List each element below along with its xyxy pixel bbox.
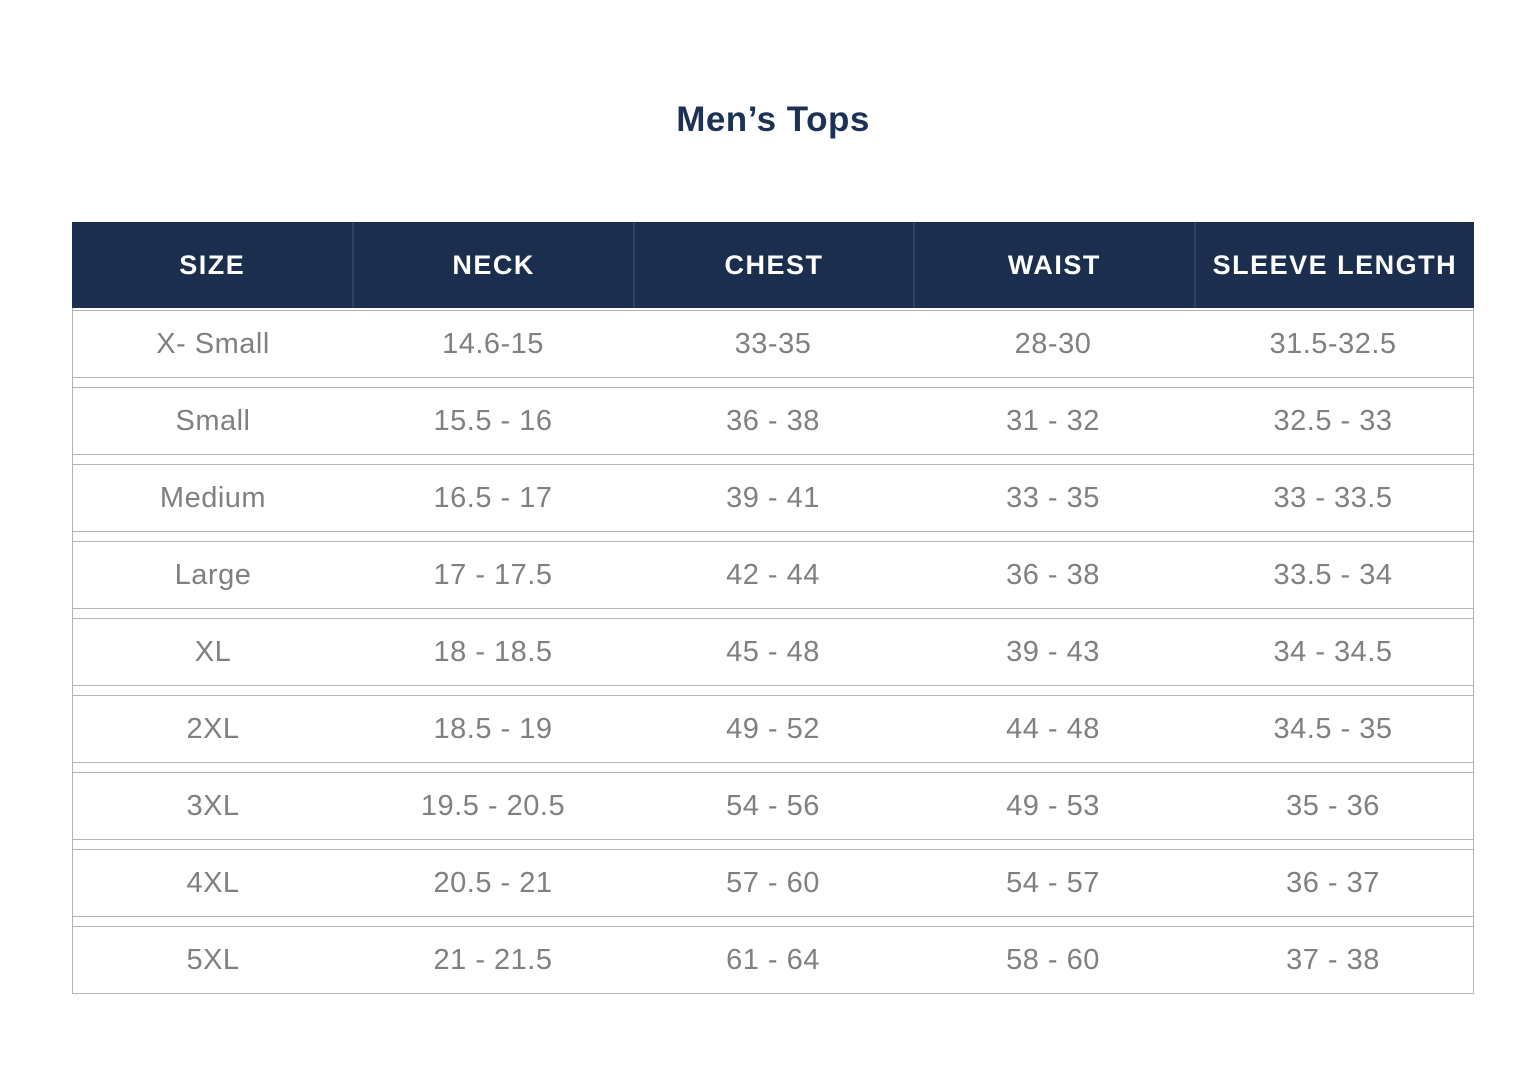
measurement-cell: 54 - 56 xyxy=(726,789,820,822)
table-row: Small 15.5 - 16 36 - 38 31 - 32 32.5 - 33 xyxy=(73,387,1473,455)
column-header-chest: CHEST xyxy=(632,222,913,308)
size-cell: 4XL xyxy=(186,866,240,899)
measurement-cell: 45 - 48 xyxy=(726,635,820,668)
table-row: X- Small 14.6-15 33-35 28-30 31.5-32.5 xyxy=(73,310,1473,378)
size-cell: Large xyxy=(174,558,252,591)
measurement-cell: 61 - 64 xyxy=(726,943,820,976)
measurement-cell: 33 - 35 xyxy=(1006,481,1100,514)
measurement-cell: 21 - 21.5 xyxy=(433,943,553,976)
column-header-size: SIZE xyxy=(179,249,246,280)
measurement-cell: 15.5 - 16 xyxy=(433,404,553,437)
measurement-cell: 36 - 38 xyxy=(1006,558,1100,591)
table-body: X- Small 14.6-15 33-35 28-30 31.5-32.5 Small 1… xyxy=(72,308,1474,994)
measurement-cell: 34 - 34.5 xyxy=(1273,635,1393,668)
table-row: 4XL 20.5 - 21 57 - 60 54 - 57 36 - 37 xyxy=(73,849,1473,917)
measurement-cell: 28-30 xyxy=(1014,327,1092,360)
measurement-cell: 33 - 33.5 xyxy=(1273,481,1393,514)
measurement-cell: 16.5 - 17 xyxy=(433,481,553,514)
table-row: Large 17 - 17.5 42 - 44 36 - 38 33.5 - 34 xyxy=(73,541,1473,609)
size-chart-table: SIZE NECK CHEST WAIST SLEEVE LENGTH X- Small… xyxy=(72,222,1474,994)
measurement-cell: 18 - 18.5 xyxy=(433,635,553,668)
column-header-neck: NECK xyxy=(352,222,632,308)
size-cell: 2XL xyxy=(186,712,240,745)
measurement-cell: 32.5 - 33 xyxy=(1273,404,1393,437)
column-header-sleeve-length: SLEEVE LENGTH xyxy=(1193,222,1474,308)
size-cell: Medium xyxy=(159,481,267,514)
measurement-cell: 14.6-15 xyxy=(442,327,544,360)
measurement-cell: 20.5 - 21 xyxy=(433,866,553,899)
measurement-cell: 36 - 38 xyxy=(726,404,820,437)
measurement-cell: 39 - 41 xyxy=(726,481,820,514)
table-header-row: SIZE NECK CHEST WAIST SLEEVE LENGTH xyxy=(72,222,1474,308)
table-row: 3XL 19.5 - 20.5 54 - 56 49 - 53 35 - 36 xyxy=(73,772,1473,840)
table-row: XL 18 - 18.5 45 - 48 39 - 43 34 - 34.5 xyxy=(73,618,1473,686)
size-cell: XL xyxy=(194,635,232,668)
table-row: 2XL 18.5 - 19 49 - 52 44 - 48 34.5 - 35 xyxy=(73,695,1473,763)
measurement-cell: 31.5-32.5 xyxy=(1269,327,1397,360)
measurement-cell: 34.5 - 35 xyxy=(1273,712,1393,745)
table-row: Medium 16.5 - 17 39 - 41 33 - 35 33 - 33.5 xyxy=(73,464,1473,532)
size-cell: X- Small xyxy=(156,327,270,360)
measurement-cell: 18.5 - 19 xyxy=(433,712,553,745)
measurement-cell: 37 - 38 xyxy=(1286,943,1380,976)
measurement-cell: 17 - 17.5 xyxy=(433,558,553,591)
column-header-waist: WAIST xyxy=(913,222,1193,308)
table-row: 5XL 21 - 21.5 61 - 64 58 - 60 37 - 38 xyxy=(73,926,1473,994)
measurement-cell: 31 - 32 xyxy=(1006,404,1100,437)
measurement-cell: 49 - 52 xyxy=(726,712,820,745)
measurement-cell: 42 - 44 xyxy=(726,558,820,591)
size-cell: 5XL xyxy=(186,943,240,976)
measurement-cell: 49 - 53 xyxy=(1006,789,1100,822)
page-title: Men’s Tops xyxy=(676,100,870,139)
measurement-cell: 19.5 - 20.5 xyxy=(420,789,566,822)
size-cell: Small xyxy=(175,404,251,437)
measurement-cell: 57 - 60 xyxy=(726,866,820,899)
measurement-cell: 33.5 - 34 xyxy=(1273,558,1393,591)
measurement-cell: 33-35 xyxy=(734,327,812,360)
measurement-cell: 35 - 36 xyxy=(1286,789,1380,822)
measurement-cell: 58 - 60 xyxy=(1006,943,1100,976)
size-cell: 3XL xyxy=(186,789,240,822)
measurement-cell: 44 - 48 xyxy=(1006,712,1100,745)
measurement-cell: 54 - 57 xyxy=(1006,866,1100,899)
measurement-cell: 39 - 43 xyxy=(1006,635,1100,668)
measurement-cell: 36 - 37 xyxy=(1286,866,1380,899)
